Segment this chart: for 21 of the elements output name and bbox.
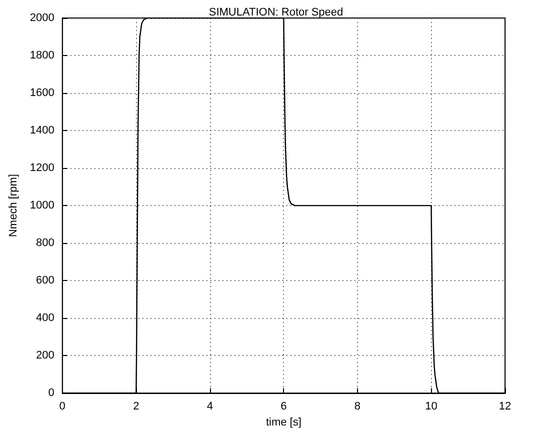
y-tick-label: 1600 bbox=[30, 87, 54, 100]
y-tick-label: 600 bbox=[36, 274, 54, 287]
chart-title: SIMULATION: Rotor Speed bbox=[208, 6, 344, 18]
y-tick-label: 2000 bbox=[30, 12, 54, 24]
x-axis-title: time [s] bbox=[266, 416, 302, 428]
y-tick-label: 400 bbox=[36, 312, 54, 324]
x-tick-label: 6 bbox=[280, 400, 287, 413]
y-tick-label: 0 bbox=[48, 387, 54, 400]
x-tick-label: 8 bbox=[354, 400, 361, 413]
y-tick-label: 1800 bbox=[30, 50, 54, 62]
x-tick-label: 2 bbox=[133, 400, 140, 413]
y-tick-label: 1000 bbox=[30, 200, 54, 212]
x-tick-label: 0 bbox=[59, 400, 66, 413]
y-axis-title: Nmech [rpm] bbox=[8, 174, 20, 238]
y-tick-label: 800 bbox=[36, 237, 54, 250]
y-tick-label: 1200 bbox=[30, 162, 54, 174]
x-tick-label: 12 bbox=[498, 400, 512, 413]
x-tick-label: 4 bbox=[206, 400, 213, 413]
y-tick-label: 200 bbox=[36, 350, 54, 362]
x-tick-label: 10 bbox=[425, 400, 438, 413]
y-tick-label: 1400 bbox=[30, 124, 54, 137]
